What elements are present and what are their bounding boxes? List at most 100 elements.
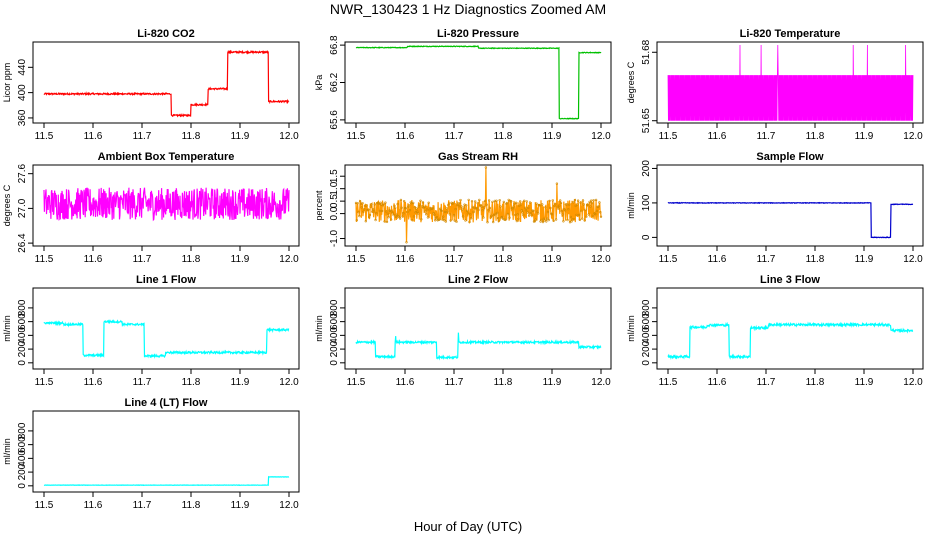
- series-point: [496, 211, 499, 215]
- x-tick-label: 11.5: [659, 131, 678, 142]
- series-point: [452, 214, 456, 217]
- series-point: [586, 203, 590, 206]
- x-tick-label: 11.5: [347, 377, 366, 388]
- y-axis-label: degrees C: [2, 184, 12, 226]
- series-point: [440, 209, 443, 213]
- series-point: [446, 210, 449, 214]
- series-point: [573, 198, 577, 202]
- panel-title: Line 4 (LT) Flow: [125, 397, 208, 409]
- series-point: [575, 213, 578, 217]
- panel-rh: Gas Stream RH 11.5 11.6 11.7 11.8 11.9 12.0 -1.…: [314, 151, 612, 265]
- y-axis-label: degrees C: [626, 61, 636, 103]
- series-point: [559, 201, 563, 205]
- y-axis-label: percent: [314, 190, 324, 221]
- series-point: [382, 202, 385, 206]
- series-line: [43, 475, 290, 487]
- series-point: [494, 212, 497, 216]
- series-point: [358, 214, 361, 218]
- series-point: [546, 210, 550, 214]
- series-point: [516, 213, 519, 216]
- panel-line1: Line 1 Flow 11.5 11.6 11.7 11.8 11.9 12.0 0 2004…: [2, 274, 300, 388]
- series-point: [442, 215, 445, 218]
- series-point: [378, 209, 381, 213]
- series-point: [598, 201, 601, 204]
- series-point: [517, 217, 520, 221]
- series-point: [557, 207, 560, 210]
- x-tick-label: 11.9: [231, 254, 250, 265]
- panel-line4: Line 4 (LT) Flow 11.5 11.6 11.7 11.8 11.9 12.0…: [2, 397, 300, 511]
- y-tick-label: 100: [641, 194, 652, 211]
- plot-frame: [656, 164, 924, 247]
- series-point: [582, 203, 585, 206]
- series-point: [416, 210, 419, 213]
- series-point: [467, 198, 470, 202]
- series-point: [531, 209, 535, 213]
- series-point: [501, 215, 504, 219]
- series-point: [470, 200, 474, 203]
- x-tick-label: 12.0: [279, 131, 299, 142]
- x-tick-label: 11.7: [445, 131, 464, 142]
- panel-title: Line 3 Flow: [760, 274, 820, 286]
- series-point: [560, 210, 563, 213]
- series-point: [520, 209, 523, 212]
- series-point: [370, 203, 373, 206]
- y-tick-label: 27.6: [17, 164, 28, 184]
- y-tick-label: 26.4: [17, 233, 28, 253]
- series-point: [513, 213, 517, 217]
- series-point: [423, 205, 426, 209]
- series-point: [589, 199, 593, 202]
- y-tick-label: 400: [17, 84, 28, 101]
- panel-title: Line 2 Flow: [448, 274, 508, 286]
- series-point: [394, 206, 397, 210]
- series-point: [585, 215, 588, 219]
- y-tick-label: 200: [17, 340, 28, 357]
- x-tick-label: 12.0: [903, 254, 923, 265]
- panel-title: Sample Flow: [756, 151, 824, 163]
- series-point: [420, 205, 424, 208]
- x-tick-label: 11.8: [182, 131, 201, 142]
- series-point: [495, 199, 498, 203]
- series-line: [355, 332, 602, 361]
- x-tick-label: 11.5: [35, 131, 54, 142]
- y-tick-label: 600: [17, 436, 28, 453]
- series-point: [538, 204, 541, 207]
- series-point: [459, 198, 462, 202]
- series-point: [386, 212, 389, 216]
- y-tick-label: 440: [17, 59, 28, 76]
- series-point: [513, 202, 516, 206]
- series-point: [445, 207, 448, 210]
- y-tick-label: 800: [641, 299, 652, 316]
- series-point: [483, 206, 486, 209]
- x-tick-label: 12.0: [591, 377, 611, 388]
- series-point: [401, 215, 404, 218]
- series-point: [469, 217, 473, 220]
- series-point: [365, 204, 368, 207]
- plot-frame: [656, 287, 924, 370]
- series-point: [565, 203, 568, 206]
- series-point: [567, 208, 570, 211]
- series-point: [549, 206, 552, 210]
- x-tick-label: 11.6: [396, 131, 415, 142]
- series-point: [454, 207, 457, 211]
- series-point: [488, 206, 492, 210]
- series-point: [518, 204, 521, 208]
- y-tick-label: 0: [17, 483, 28, 489]
- x-tick-label: 11.9: [231, 377, 250, 388]
- x-tick-label: 11.6: [84, 254, 103, 265]
- series-point: [492, 213, 496, 217]
- x-tick-label: 11.8: [494, 254, 513, 265]
- x-tick-label: 11.9: [543, 254, 562, 265]
- x-tick-label: 11.6: [84, 131, 103, 142]
- panel-co2: Li-820 CO2 11.5 11.6 11.7 11.8 11.9 12.0 360 400…: [2, 28, 300, 142]
- series-point: [504, 218, 507, 222]
- series-point: [427, 201, 430, 205]
- panel-temperature: Li-820 Temperature 11.5 11.6 11.7 11.8 11.9 12…: [626, 28, 924, 142]
- series-point: [592, 199, 595, 202]
- series-point: [581, 199, 585, 202]
- series-point: [472, 210, 475, 214]
- series-point: [498, 199, 501, 202]
- series-point: [580, 217, 584, 220]
- series-point: [570, 220, 573, 223]
- panel-title: Li-820 Pressure: [437, 28, 519, 40]
- series-point: [379, 201, 382, 205]
